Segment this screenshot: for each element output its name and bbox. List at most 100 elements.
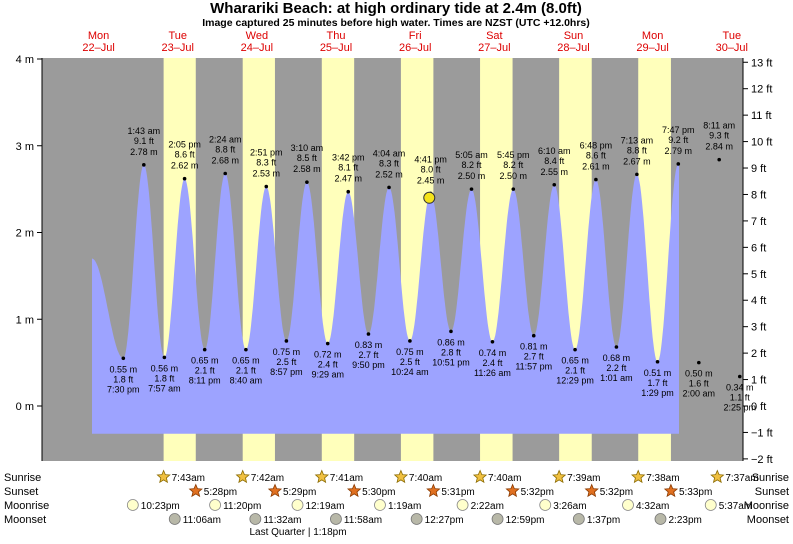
sunset-icon — [584, 483, 599, 498]
y-tick-label-m: 2 m — [16, 228, 34, 240]
day-name: Tue — [168, 30, 187, 42]
low-tide-time: 10:51 pm — [432, 357, 470, 367]
moonrise-icon — [456, 499, 469, 511]
high-tide-ft: 8.8 ft — [215, 145, 236, 155]
moonset-icon — [654, 513, 667, 525]
sunset-time: 5:29pm — [283, 487, 316, 498]
moonrise-label-left: Moonrise — [4, 500, 49, 512]
y-tick-label-ft: 1 ft — [751, 375, 766, 387]
moonrise-icon — [374, 499, 386, 511]
extreme-point — [142, 163, 146, 167]
y-tick-label-ft: −1 ft — [751, 427, 773, 439]
extreme-point — [346, 189, 351, 194]
low-tide-time: 1:01 am — [600, 373, 633, 383]
high-tide-m: 2.52 m — [375, 169, 403, 179]
high-tide-time: 6:10 am — [538, 146, 571, 156]
moonrise-icon — [622, 499, 634, 511]
sunset-icon — [267, 483, 283, 498]
low-tide-m: 0.50 m — [685, 369, 713, 379]
moonrise-icon — [539, 499, 552, 511]
high-tide-ft: 9.2 ft — [668, 135, 689, 145]
low-tide-m: 0.51 m — [644, 368, 672, 378]
day-headers: Mon22–JulTue23–JulWed24–JulThu25–JulFri2… — [82, 30, 748, 54]
extreme-point — [490, 340, 495, 344]
low-tide-m: 0.56 m — [151, 363, 179, 373]
low-tide-ft: 1.1 ft — [730, 393, 751, 403]
y-tick-label-ft: 9 ft — [751, 163, 766, 175]
high-tide-m: 2.53 m — [253, 169, 281, 179]
high-tide-ft: 8.2 ft — [503, 160, 524, 170]
sunset-time: 5:30pm — [362, 487, 395, 498]
y-tick-label-ft: 10 ft — [751, 137, 772, 149]
high-tide-m: 2.79 m — [665, 146, 693, 156]
high-tide-time: 4:41 pm — [414, 154, 447, 164]
day-name: Wed — [246, 30, 268, 42]
sunrise-time: 7:37am — [725, 473, 758, 484]
day-date: 24–Jul — [241, 42, 273, 54]
moonset-icon — [249, 513, 262, 525]
sunrise-time: 7:40am — [488, 473, 521, 484]
high-tide-m: 2.50 m — [500, 171, 528, 181]
extreme-point — [737, 374, 742, 379]
extreme-point — [635, 172, 639, 177]
low-tide-time: 9:50 pm — [352, 360, 385, 370]
y-tick-label-ft: 0 ft — [751, 401, 766, 413]
high-tide-time: 8:11 am — [703, 121, 735, 131]
sunrise-icon — [631, 469, 646, 484]
high-tide-time: 5:05 am — [455, 150, 488, 160]
low-tide-time: 1:29 pm — [641, 388, 674, 398]
y-tick-label-ft: 13 ft — [751, 57, 772, 69]
high-tide-time: 2:05 pm — [168, 140, 201, 150]
sunrise-time: 7:38am — [646, 473, 679, 484]
low-tide-time: 7:57 am — [148, 383, 181, 393]
high-tide-time: 7:13 am — [621, 135, 654, 145]
high-tide-time: 6:48 pm — [580, 141, 613, 151]
high-tide-ft: 8.8 ft — [627, 145, 648, 155]
high-tide-ft: 8.3 ft — [379, 158, 400, 168]
extreme-point — [469, 187, 474, 191]
low-tide-ft: 2.5 ft — [276, 357, 297, 367]
moonrise-icon — [209, 499, 221, 511]
moonset-icon — [168, 513, 181, 525]
day-date: 22–Jul — [82, 42, 114, 54]
low-tide-ft: 2.1 ft — [195, 366, 216, 376]
y-tick-label-ft: 7 ft — [751, 216, 766, 228]
low-tide-time: 10:24 am — [391, 367, 429, 377]
low-tide-ft: 2.2 ft — [606, 363, 627, 373]
y-tick-label-ft: 12 ft — [751, 84, 772, 96]
high-tide-time: 7:47 pm — [662, 125, 695, 135]
day-date: 30–Jul — [716, 42, 748, 54]
low-tide-time: 8:40 am — [230, 376, 263, 386]
extreme-point — [305, 180, 309, 184]
low-tide-ft: 2.7 ft — [358, 350, 379, 360]
sunset-icon — [426, 483, 441, 498]
extreme-point — [325, 341, 330, 346]
high-tide-ft: 8.1 ft — [338, 163, 359, 173]
extreme-point — [244, 347, 248, 352]
low-tide-time: 8:57 pm — [270, 367, 303, 377]
day-name: Mon — [642, 30, 663, 42]
low-tide-ft: 2.7 ft — [524, 352, 545, 362]
extreme-point — [387, 185, 391, 190]
y-tick-label-ft: 11 ft — [751, 110, 772, 122]
moonset-label-left: Moonset — [4, 514, 46, 526]
high-tide-m: 2.61 m — [582, 162, 610, 172]
extreme-point — [284, 339, 289, 343]
low-tide-m: 0.83 m — [355, 340, 383, 350]
current-marker — [423, 191, 436, 204]
low-tide-time: 2:00 am — [683, 389, 716, 399]
low-tide-ft: 1.6 ft — [689, 379, 710, 389]
low-tide-ft: 2.8 ft — [441, 347, 462, 357]
moonset-icon — [410, 513, 423, 525]
moonset-time: 12:27pm — [425, 515, 464, 526]
high-tide-time: 4:04 am — [373, 148, 406, 158]
sunset-icon — [188, 483, 203, 498]
high-tide-m: 2.62 m — [171, 161, 199, 171]
moonrise-time: 12:19am — [306, 501, 345, 512]
high-tide-ft: 9.3 ft — [709, 131, 730, 141]
day-name: Mon — [88, 30, 109, 42]
high-tide-m: 2.68 m — [211, 156, 239, 166]
moonset-time: 1:37pm — [587, 515, 620, 526]
low-tide-m: 0.68 m — [603, 353, 631, 363]
low-tide-m: 0.65 m — [191, 356, 219, 366]
